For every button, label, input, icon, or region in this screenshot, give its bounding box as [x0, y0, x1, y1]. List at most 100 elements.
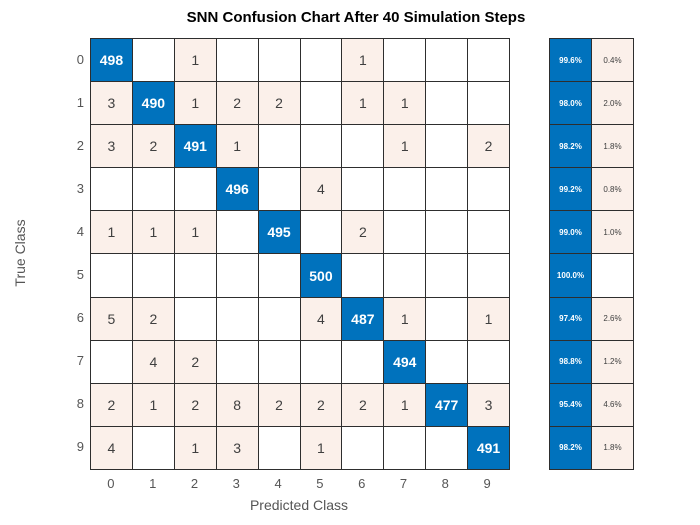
- matrix-cell: 1: [342, 39, 384, 82]
- matrix-cell: [132, 426, 174, 469]
- matrix-cell: [468, 39, 509, 82]
- matrix-cell: 1: [342, 82, 384, 125]
- diagonal-cell: 490: [132, 82, 174, 125]
- x-tick-label: 2: [190, 476, 199, 491]
- matrix-cell: [258, 340, 300, 383]
- matrix-cell: 3: [91, 125, 132, 168]
- matrix-cell: 3: [468, 383, 509, 426]
- diagonal-cell: 495: [258, 211, 300, 254]
- row-summary-incorrect-cell: [592, 254, 633, 297]
- matrix-cell: 1: [384, 297, 426, 340]
- matrix-cell: 2: [174, 340, 216, 383]
- row-summary-correct-cell: 95.4%: [550, 383, 591, 426]
- y-tick-label: 4: [76, 224, 84, 239]
- matrix-cell: [468, 211, 509, 254]
- matrix-cell: 1: [384, 125, 426, 168]
- matrix-cell: [216, 254, 258, 297]
- matrix-cell: 2: [91, 383, 132, 426]
- matrix-cell: [132, 168, 174, 211]
- matrix-cell: [300, 211, 342, 254]
- matrix-cell: [426, 297, 468, 340]
- matrix-cell: 4: [300, 297, 342, 340]
- chart-title: SNN Confusion Chart After 40 Simulation …: [186, 9, 526, 26]
- row-summary-correct-cell: 99.6%: [550, 39, 591, 82]
- matrix-cell: [426, 426, 468, 469]
- matrix-cell: [342, 254, 384, 297]
- matrix-cell: [342, 125, 384, 168]
- matrix-cell: [342, 426, 384, 469]
- matrix-cell: 4: [91, 426, 132, 469]
- matrix-cell: [174, 168, 216, 211]
- matrix-cell: [216, 211, 258, 254]
- x-axis-label: Predicted Class: [249, 497, 349, 513]
- matrix-cell: 1: [174, 39, 216, 82]
- matrix-cell: [216, 39, 258, 82]
- matrix-cell: [174, 254, 216, 297]
- matrix-cell: [426, 340, 468, 383]
- matrix-cell: 1: [384, 383, 426, 426]
- row-summary-correct-cell: 98.0%: [550, 82, 591, 125]
- matrix-cell: [426, 254, 468, 297]
- matrix-cell: [300, 39, 342, 82]
- confusion-matrix-grid: 498 1 1 3 490 1 2 2 1 1 3 2 491 1 1 2 496 4 1 1 1 495 2 500 5 2 4 4…: [90, 38, 510, 470]
- matrix-cell: 4: [300, 168, 342, 211]
- matrix-cell: 5: [91, 297, 132, 340]
- matrix-cell: 1: [174, 211, 216, 254]
- y-tick-label: 2: [76, 138, 84, 153]
- matrix-cell: [342, 168, 384, 211]
- matrix-cell: 2: [258, 82, 300, 125]
- matrix-cell: [174, 297, 216, 340]
- y-tick-label: 9: [76, 439, 84, 454]
- x-tick-label: 7: [399, 476, 408, 491]
- matrix-cell: 3: [216, 426, 258, 469]
- matrix-cell: 2: [216, 82, 258, 125]
- matrix-cell: [258, 39, 300, 82]
- row-summary-incorrect-cell: 1.8%: [592, 426, 633, 469]
- row-summary-grid: 99.6% 0.4% 98.0% 2.0% 98.2% 1.8% 99.2% 0.8% 99.0…: [549, 38, 634, 470]
- matrix-cell: [468, 254, 509, 297]
- row-summary-incorrect-cell: 2.6%: [592, 297, 633, 340]
- matrix-cell: 3: [91, 82, 132, 125]
- row-summary-correct-cell: 99.2%: [550, 168, 591, 211]
- x-tick-label: 8: [441, 476, 449, 491]
- matrix-cell: [426, 39, 468, 82]
- matrix-cell: [426, 82, 468, 125]
- y-tick-label: 5: [76, 267, 84, 282]
- matrix-cell: 1: [91, 211, 132, 254]
- row-summary-correct-cell: 97.4%: [550, 297, 591, 340]
- y-tick-label: 3: [76, 181, 84, 196]
- matrix-cell: [384, 254, 426, 297]
- matrix-cell: [258, 297, 300, 340]
- matrix-cell: 1: [174, 426, 216, 469]
- matrix-cell: [132, 39, 174, 82]
- matrix-cell: [342, 340, 384, 383]
- matrix-cell: 1: [384, 82, 426, 125]
- matrix-cell: 2: [468, 125, 509, 168]
- matrix-cell: [384, 39, 426, 82]
- diagonal-cell: 491: [468, 426, 509, 469]
- x-tick-label: 0: [107, 476, 115, 491]
- matrix-cell: 1: [174, 82, 216, 125]
- matrix-cell: [426, 168, 468, 211]
- row-summary-incorrect-cell: 2.0%: [592, 82, 633, 125]
- x-tick-label: 6: [358, 476, 366, 491]
- matrix-cell: [468, 82, 509, 125]
- matrix-cell: 2: [342, 211, 384, 254]
- row-summary-incorrect-cell: 1.0%: [592, 211, 633, 254]
- x-tick-label: 5: [316, 476, 324, 491]
- diagonal-cell: 491: [174, 125, 216, 168]
- matrix-cell: [258, 254, 300, 297]
- matrix-cell: 2: [132, 297, 174, 340]
- matrix-cell: 4: [132, 340, 174, 383]
- row-summary-correct-cell: 99.0%: [550, 211, 591, 254]
- matrix-cell: [468, 340, 509, 383]
- row-summary-correct-cell: 98.8%: [550, 340, 591, 383]
- matrix-cell: [91, 254, 132, 297]
- diagonal-cell: 498: [91, 39, 132, 82]
- matrix-cell: [258, 125, 300, 168]
- matrix-cell: [300, 340, 342, 383]
- x-tick-label: 3: [232, 476, 240, 491]
- x-tick-label: 4: [274, 476, 282, 491]
- y-axis-label: True Class: [12, 219, 28, 287]
